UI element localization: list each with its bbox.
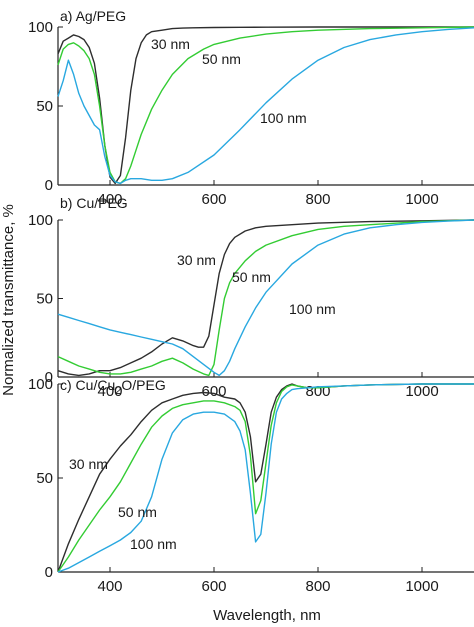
series-line-50-nm — [57, 219, 474, 377]
x-tick-label: 1000 — [405, 191, 438, 208]
x-tick-label: 800 — [305, 383, 330, 400]
x-tick-label: 1000 — [405, 383, 438, 400]
curve-label: 50 nm — [232, 269, 271, 285]
x-tick-label: 400 — [97, 578, 122, 595]
series-line-100-nm — [57, 383, 474, 573]
panel-title: b) Cu/PEG — [60, 195, 128, 211]
x-tick-label: 600 — [201, 383, 226, 400]
x-tick-label: 800 — [305, 578, 330, 595]
x-tick-label: 400 — [97, 383, 122, 400]
y-tick-label: 100 — [28, 376, 53, 393]
y-axis-title: Normalized transmittance, % — [0, 204, 17, 396]
y-tick-label: 50 — [36, 470, 53, 487]
y-tick-label: 50 — [36, 98, 53, 115]
x-tick-label: 1000 — [405, 578, 438, 595]
y-tick-label: 0 — [45, 564, 53, 581]
curve-label: 100 nm — [289, 301, 336, 317]
chart-panel-3: 0 50 100 400 600 800 1000 c) Cu/Cu2O/PEG 30 nm 50… — [28, 376, 474, 595]
x-tick-label: 600 — [201, 578, 226, 595]
curve-label: 30 nm — [177, 252, 216, 268]
curve-label: 50 nm — [118, 504, 157, 520]
x-axis-title: Wavelength, nm — [213, 607, 321, 624]
panel-title: a) Ag/PEG — [60, 8, 126, 24]
curve-label: 30 nm — [69, 456, 108, 472]
curve-label: 100 nm — [130, 536, 177, 552]
curve-label: 100 nm — [260, 110, 307, 126]
chart-panel-1: 0 50 100 400 600 800 1000 a) Ag/PEG 30 nm 50 nm 10… — [28, 8, 474, 208]
y-tick-label: 50 — [36, 291, 53, 308]
x-tick-label: 600 — [201, 191, 226, 208]
curve-label: 30 nm — [151, 36, 190, 52]
y-tick-label: 100 — [28, 19, 53, 36]
x-tick-label: 800 — [305, 191, 330, 208]
series-line-50-nm — [57, 26, 474, 185]
y-tick-label: 0 — [45, 177, 53, 194]
series-line-30-nm — [57, 26, 474, 185]
series-line-100-nm — [57, 27, 474, 185]
curve-label: 50 nm — [202, 51, 241, 67]
series-line-30-nm — [57, 383, 474, 573]
panel-title: c) Cu/Cu2O/PEG — [60, 377, 166, 397]
x-tick-label: 400 — [97, 191, 122, 208]
series-line-50-nm — [57, 383, 474, 573]
series-line-30-nm — [57, 219, 474, 377]
series-line-100-nm — [57, 219, 474, 377]
chart-panel-2: 0 50 100 400 600 800 1000 b) Cu/PEG 30 nm 50 nm 10… — [28, 195, 474, 400]
y-tick-label: 100 — [28, 212, 53, 229]
y-tick-label: 0 — [45, 369, 53, 386]
